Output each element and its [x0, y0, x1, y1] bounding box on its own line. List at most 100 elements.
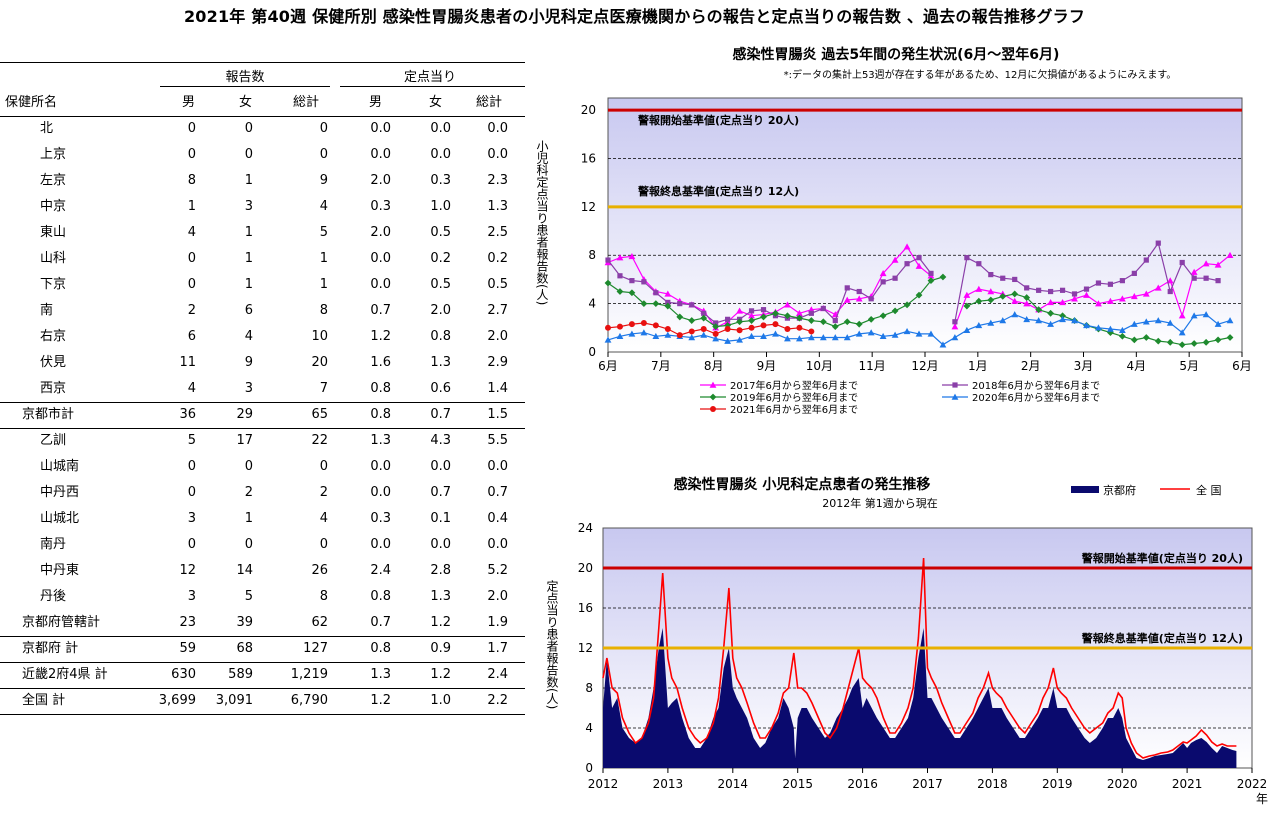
data-point [831, 334, 839, 341]
series-4 [605, 319, 815, 339]
data-point [736, 307, 743, 314]
row-name: 山城北 [40, 511, 80, 526]
col-header: 女 [238, 95, 252, 110]
table-row: 山科 0 1 1 0.0 0.2 0.2 [0, 246, 528, 272]
row-cell: 5 [319, 225, 328, 240]
data-point [879, 332, 887, 339]
y-tick-label: 16 [581, 151, 596, 165]
row-cell: 2.5 [487, 225, 508, 240]
data-point [1214, 336, 1222, 344]
row-cell: 0.3 [370, 511, 391, 526]
row-cell: 62 [311, 615, 328, 630]
row-cell: 6,790 [290, 693, 328, 708]
data-point [843, 296, 851, 303]
data-point [1107, 297, 1114, 304]
row-cell: 1.4 [487, 381, 508, 396]
data-point [843, 334, 851, 341]
data-point [1202, 260, 1210, 267]
row-cell: 0 [187, 251, 196, 266]
data-point [1083, 286, 1090, 292]
data-point [904, 261, 910, 267]
row-cell: 0.0 [487, 537, 508, 552]
plot-area [607, 97, 1243, 353]
x-tick-label: 2019 [1042, 777, 1073, 791]
data-point [1130, 292, 1138, 300]
row-cell: 3,699 [158, 693, 196, 708]
row-cell: 0.7 [487, 485, 508, 500]
row-cell: 1.2 [370, 329, 391, 344]
row-cell: 0.0 [370, 459, 391, 474]
row-name: 南丹 [40, 537, 67, 552]
row-cell: 2.0 [370, 225, 391, 240]
data-point [1024, 285, 1030, 291]
y-tick-label: 4 [588, 297, 596, 311]
table-row: 京都府管轄計 23 39 62 0.7 1.2 1.9 [0, 610, 528, 636]
row-cell: 5 [244, 589, 253, 604]
data-point [819, 318, 827, 326]
row-cell: 0.5 [487, 277, 508, 292]
table-row: 東山 4 1 5 2.0 0.5 2.5 [0, 220, 528, 246]
y-tick-label: 12 [578, 641, 593, 655]
data-point [617, 273, 623, 279]
data-point [1154, 337, 1162, 345]
row-cell: 0.8 [370, 381, 391, 396]
row-cell: 0.8 [370, 589, 391, 604]
row-cell: 0.5 [430, 225, 451, 240]
data-point [641, 279, 647, 285]
row-name: 中丹東 [40, 563, 80, 578]
table-row: 中丹東 12 14 26 2.4 2.8 5.2 [0, 558, 528, 584]
x-tick-label: 2020 [1107, 777, 1138, 791]
data-point [616, 288, 624, 295]
row-cell: 2.4 [487, 667, 508, 682]
row-cell: 0.0 [487, 147, 508, 162]
legend-item: 2017年6月から翌年6月まで [700, 379, 858, 392]
data-point [616, 254, 624, 261]
data-point [676, 313, 684, 321]
data-point [964, 255, 970, 261]
data-point [999, 317, 1007, 324]
row-cell: 0 [319, 147, 328, 162]
chart-subtitle: 2012年 第1週から現在 [822, 496, 938, 510]
row-cell: 1.2 [430, 667, 451, 682]
y-tick-label: 24 [578, 521, 593, 535]
data-point [832, 317, 838, 324]
data-point [628, 330, 636, 337]
data-point [903, 301, 911, 309]
header-row: 保健所名 男 女 総計 男 女 総計 [0, 90, 528, 116]
data-point [987, 296, 995, 304]
row-name: 近畿2府4県 計 [22, 667, 108, 682]
row-name: 左京 [40, 173, 67, 188]
data-point [700, 314, 708, 322]
row-cell: 0.8 [430, 329, 451, 344]
series-line-national [602, 557, 1237, 759]
data-point [1142, 318, 1150, 325]
row-name: 丹後 [40, 589, 67, 604]
data-point [880, 279, 886, 285]
data-point [1155, 240, 1161, 246]
chart-title: 感染性胃腸炎 過去5年間の発生状況(6月～翌年6月) [733, 46, 1060, 63]
row-cell: 0.7 [430, 485, 451, 500]
row-cell: 1.3 [370, 667, 391, 682]
data-point [640, 300, 648, 308]
row-cell: 3 [244, 199, 253, 214]
row-cell: 3 [187, 589, 196, 604]
row-name: 西京 [40, 381, 67, 396]
data-point [855, 295, 863, 302]
data-point [796, 324, 803, 331]
row-cell: 10 [311, 329, 328, 344]
data-point [1095, 280, 1102, 286]
data-point [975, 297, 983, 305]
data-point [987, 288, 995, 295]
data-point [795, 309, 803, 317]
data-point [712, 323, 720, 330]
data-point [1154, 317, 1162, 324]
table-row: 丹後 3 5 8 0.8 1.3 2.0 [0, 584, 528, 610]
data-point [879, 312, 887, 320]
data-point [1166, 319, 1174, 326]
row-cell: 6 [244, 303, 253, 318]
x-tick-label: 2014 [718, 777, 749, 791]
series-1 [605, 240, 1221, 326]
legend-label: 全 国 [1196, 483, 1222, 497]
data-point [748, 312, 755, 319]
data-point [1166, 277, 1174, 284]
